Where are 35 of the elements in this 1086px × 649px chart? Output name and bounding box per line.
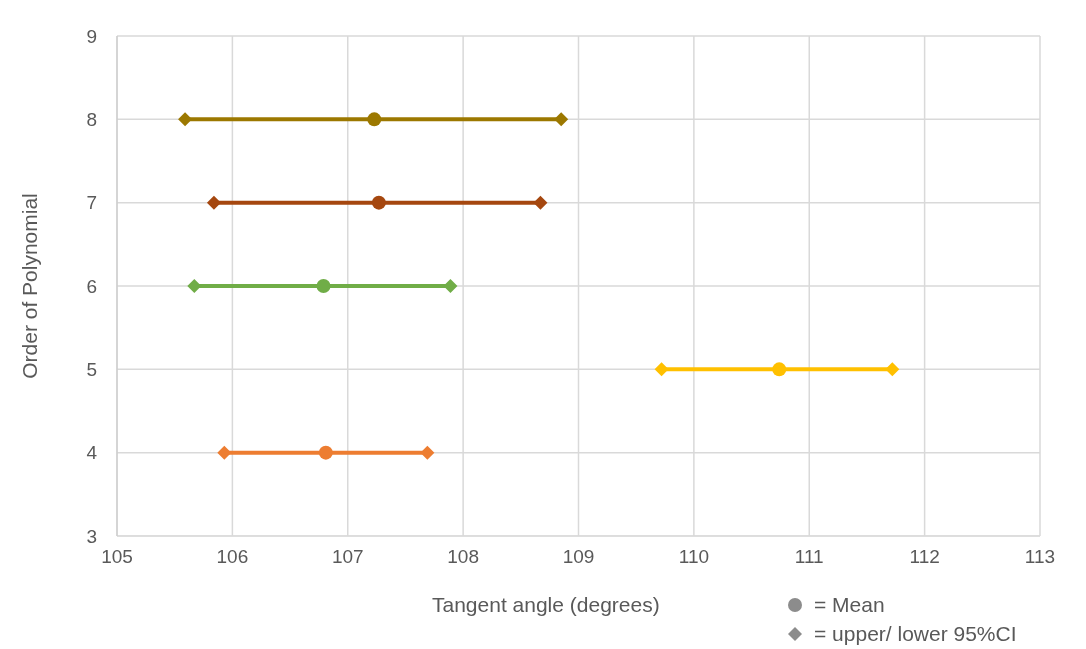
y-tick-label: 3 — [86, 525, 97, 547]
x-tick-label: 113 — [1024, 546, 1056, 568]
point — [318, 445, 333, 460]
y-tick-label: 6 — [86, 275, 97, 297]
point — [554, 112, 569, 127]
point — [420, 445, 435, 460]
y-tick-label: 5 — [86, 359, 97, 381]
point — [187, 279, 202, 293]
y-tick-label: 7 — [86, 192, 97, 214]
x-tick-label: 111 — [794, 546, 824, 568]
point — [367, 112, 382, 127]
point — [206, 195, 221, 210]
text: = Mean — [814, 593, 885, 617]
point — [217, 445, 232, 460]
x-tick-label: 108 — [447, 546, 479, 568]
point — [178, 112, 193, 127]
x-tick-label: 107 — [331, 546, 364, 568]
x-tick-label: 105 — [101, 546, 133, 568]
point — [885, 362, 900, 377]
point — [533, 195, 548, 210]
x-tick-label: 112 — [909, 546, 940, 568]
point — [654, 362, 669, 377]
text: = upper/ lower 95%CI — [814, 622, 1017, 646]
point — [316, 279, 331, 293]
y-tick-label: 8 — [86, 109, 97, 131]
x-tick-label: 109 — [562, 546, 595, 568]
x-tick-label: 106 — [216, 546, 249, 568]
point — [371, 195, 386, 210]
point — [443, 279, 458, 293]
y-tick-label: 9 — [86, 25, 97, 47]
point — [772, 362, 787, 377]
y-tick-label: 4 — [86, 442, 98, 464]
x-axis-title: Tangent angle (degrees) — [432, 593, 660, 617]
x-tick-label: 110 — [678, 546, 710, 568]
y-axis-title: Order of Polynomial — [18, 193, 42, 379]
